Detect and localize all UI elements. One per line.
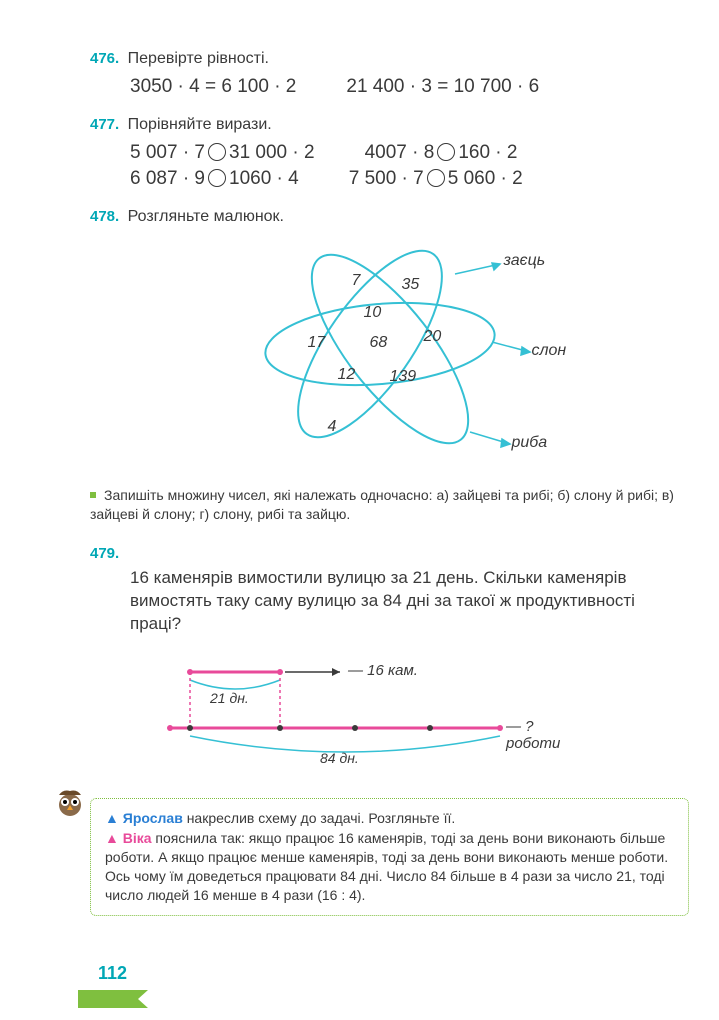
rhs: 5 060 · 2 xyxy=(448,168,523,189)
label-elephant: слон xyxy=(532,342,567,360)
exercise-476: 476. Перевірте рівності. 3050 · 4 = 6 10… xyxy=(90,50,689,98)
cmp-1-2: 4007 · 8 160 · 2 xyxy=(365,142,518,164)
lhs: 7 500 · 7 xyxy=(349,168,424,189)
exercise-479: 479. 16 каменярів вимостили вулицю за 21… xyxy=(90,542,689,780)
venn-num: 17 xyxy=(308,334,326,352)
schema-diagram: — 16 кам. 21 дн. 84 дн. — ? роботи xyxy=(150,650,570,780)
name-vika: Віка xyxy=(123,830,152,846)
compare-circle xyxy=(208,169,226,187)
rhs: 160 · 2 xyxy=(458,142,517,163)
venn-num: 7 xyxy=(352,272,361,290)
ex-title: Порівняйте вирази. xyxy=(128,116,272,133)
venn-num: 4 xyxy=(328,418,337,436)
label-84dn: 84 дн. xyxy=(320,750,359,766)
ex-title: Розгляньте малюнок. xyxy=(128,208,284,225)
lhs: 4007 · 8 xyxy=(365,142,435,163)
eq-left: 3050 · 4 = 6 100 · 2 xyxy=(130,76,296,98)
instruction-text: Запишіть множину чисел, які належать одн… xyxy=(90,487,674,522)
ex-number: 476. xyxy=(90,50,119,67)
compare-circle xyxy=(208,143,226,161)
yaroslav-text: накреслив схему до задачі. Розгляньте її… xyxy=(183,810,455,826)
rhs: 1060 · 4 xyxy=(229,168,299,189)
ex-title: Перевірте рівності. xyxy=(128,50,269,67)
vika-text: пояснила так: якщо працює 16 каменярів, … xyxy=(105,830,668,903)
cmp-2-2: 7 500 · 7 5 060 · 2 xyxy=(349,168,523,190)
instruction: Запишіть множину чисел, які належать одн… xyxy=(90,486,689,524)
ex-number: 478. xyxy=(90,208,119,225)
triangle-icon: ▲ xyxy=(105,810,119,826)
page-number: 112 xyxy=(98,963,127,984)
label-16kam: — 16 кам. xyxy=(348,662,418,679)
lhs: 5 007 · 7 xyxy=(130,142,205,163)
hint-box: ▲ Ярослав накреслив схему до задачі. Роз… xyxy=(90,798,689,916)
problem-text: 16 каменярів вимостили вулицю за 21 день… xyxy=(130,567,689,636)
venn-num: 68 xyxy=(370,334,388,352)
eq-right: 21 400 · 3 = 10 700 · 6 xyxy=(346,76,539,98)
exercise-477: 477. Порівняйте вирази. 5 007 · 7 31 000 … xyxy=(90,116,689,190)
vika-line: ▲ Віка пояснила так: якщо працює 16 каме… xyxy=(105,829,674,905)
exercise-478: 478. Розгляньте малюнок. заєць сл xyxy=(90,208,689,524)
equation-row: 3050 · 4 = 6 100 · 2 21 400 · 3 = 10 700… xyxy=(130,76,689,98)
owl-icon xyxy=(53,785,87,819)
name-yaroslav: Ярослав xyxy=(123,810,183,826)
yaroslav-line: ▲ Ярослав накреслив схему до задачі. Роз… xyxy=(105,809,674,828)
venn-num: 139 xyxy=(390,368,417,386)
ex-number: 477. xyxy=(90,116,119,133)
venn-num: 35 xyxy=(402,276,420,294)
triangle-icon: ▲ xyxy=(105,830,119,846)
compare-row-2: 6 087 · 9 1060 · 4 7 500 · 7 5 060 · 2 xyxy=(130,168,689,190)
lhs: 6 087 · 9 xyxy=(130,168,205,189)
cmp-2-1: 6 087 · 9 1060 · 4 xyxy=(130,168,299,190)
venn-num: 20 xyxy=(424,328,442,346)
venn-num: 12 xyxy=(338,366,356,384)
label-hare: заєць xyxy=(504,252,546,270)
rhs: 31 000 · 2 xyxy=(229,142,315,163)
venn-num: 10 xyxy=(364,304,382,322)
bullet-icon xyxy=(90,492,96,498)
ex-number: 479. xyxy=(90,545,119,562)
label-21dn: 21 дн. xyxy=(210,690,249,706)
compare-circle xyxy=(437,143,455,161)
label-question: — ? роботи xyxy=(506,718,570,752)
label-fish: риба xyxy=(512,434,548,452)
cmp-1-1: 5 007 · 7 31 000 · 2 xyxy=(130,142,315,164)
venn-diagram: заєць слон риба 7 35 10 17 68 20 12 139 … xyxy=(210,234,570,474)
compare-row-1: 5 007 · 7 31 000 · 2 4007 · 8 160 · 2 xyxy=(130,142,689,164)
compare-circle xyxy=(427,169,445,187)
page-flag-icon xyxy=(78,990,158,1008)
